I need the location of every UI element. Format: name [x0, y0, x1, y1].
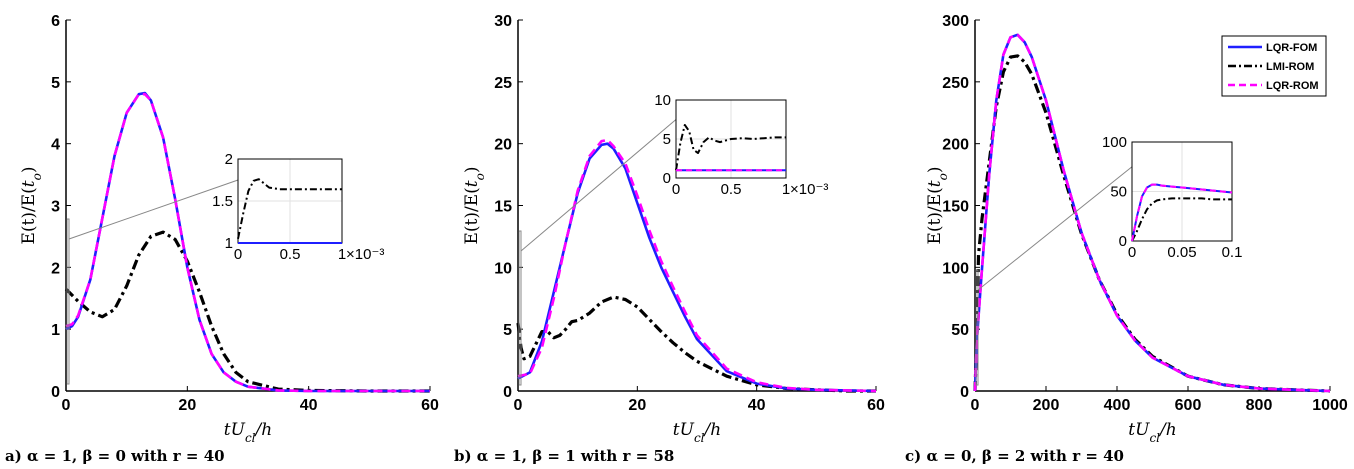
y-tick-label: 2 [51, 260, 60, 277]
series-line-lqr-rom [973, 33, 1331, 393]
y-tick-label: 250 [942, 75, 969, 92]
y-tick-label: 5 [51, 75, 60, 92]
x-tick-label: 40 [748, 397, 766, 414]
inset-series-line-lmi-rom [237, 178, 342, 240]
y-tick-label: 0 [503, 384, 512, 401]
zoom-source-box [518, 230, 522, 386]
inset-exponent-label: ×10⁻³ [346, 246, 384, 263]
series-line-lqr-rom [65, 92, 430, 393]
x-axis-label: tUcl/h [1128, 420, 1176, 445]
inset-x-tick-label: 1 [782, 181, 790, 198]
panel-caption: a) α = 1, β = 0 with r = 40 [5, 447, 225, 465]
inset-series-line-lmi-rom [675, 124, 786, 171]
x-tick-label: 200 [1033, 397, 1060, 414]
x-tick-label: 400 [1104, 397, 1131, 414]
y-axis-label: E(t)/E(to) [462, 167, 487, 245]
inset-y-tick-label: 10 [654, 92, 671, 109]
zoom-source-box [66, 218, 70, 385]
inset-exponent-label: ×10⁻³ [790, 181, 828, 198]
x-tick-label: 60 [421, 397, 439, 414]
y-tick-label: 30 [494, 13, 512, 30]
legend-label-lmi-rom: LMI-ROM [1266, 61, 1314, 73]
x-tick-label: 0 [971, 397, 980, 414]
legend-label-lqr-rom: LQR-ROM [1266, 80, 1319, 92]
y-tick-label: 3 [51, 199, 60, 216]
x-tick-label: 0 [514, 397, 523, 414]
y-tick-label: 0 [960, 384, 969, 401]
inset-y-tick-label: 2 [225, 151, 233, 168]
zoom-source-box [975, 269, 979, 386]
y-tick-label: 200 [942, 137, 969, 154]
inset-x-tick-label: 0 [672, 181, 680, 198]
y-tick-label: 15 [494, 199, 512, 216]
x-tick-label: 1000 [1312, 397, 1348, 414]
series-line-lqr-rom [517, 138, 877, 393]
inset-series-line-lqr-rom [1131, 183, 1233, 242]
inset-x-tick-label: 0.5 [280, 246, 301, 263]
inset-y-tick-label: 100 [1102, 134, 1127, 151]
y-axis-label: E(t)/E(to) [925, 167, 950, 245]
legend: LQR-FOM LMI-ROM LQR-ROM [1221, 35, 1327, 97]
inset-border [675, 99, 787, 179]
x-axis-label: tUcl/h [224, 420, 272, 445]
x-axis-label: tUcl/h [673, 420, 721, 445]
inset-y-tick-label: 1.5 [212, 193, 233, 210]
inset-x-tick-label: 0.5 [721, 181, 742, 198]
inset-x-tick-label: 0.05 [1167, 244, 1196, 261]
x-tick-label: 600 [1175, 397, 1202, 414]
inset-y-tick-label: 50 [1110, 184, 1127, 201]
inset-series-line-lmi-rom [1131, 197, 1232, 242]
inset-y-tick-label: 1 [225, 235, 233, 252]
x-tick-label: 20 [178, 397, 196, 414]
inset-x-tick-label: 0.1 [1222, 244, 1243, 261]
y-tick-label: 4 [51, 137, 60, 154]
x-tick-label: 20 [628, 397, 646, 414]
y-tick-label: 10 [494, 260, 512, 277]
series-line-lmi-rom [516, 295, 876, 393]
y-tick-label: 5 [503, 322, 512, 339]
panel-caption: c) α = 0, β = 2 with r = 40 [905, 447, 1124, 465]
y-axis-label: E(t)/E(to) [19, 167, 44, 245]
y-tick-label: 1 [51, 322, 60, 339]
zoom-connector-line [68, 179, 239, 240]
inset-x-tick-label: 1 [338, 246, 346, 263]
y-tick-label: 150 [942, 199, 969, 216]
zoom-connector-line [520, 119, 677, 252]
y-tick-label: 50 [951, 322, 969, 339]
inset-y-tick-label: 5 [663, 131, 671, 148]
inset-x-tick-label: 0 [1128, 244, 1136, 261]
x-tick-label: 0 [62, 397, 71, 414]
inset-y-tick-label: 0 [1119, 233, 1127, 250]
y-tick-label: 20 [494, 137, 512, 154]
series-line-lmi-rom [64, 230, 430, 393]
panel-caption: b) α = 1, β = 1 with r = 58 [454, 447, 674, 465]
inset-y-tick-label: 0 [663, 170, 671, 187]
x-tick-label: 60 [867, 397, 885, 414]
y-tick-label: 6 [51, 13, 60, 30]
y-tick-label: 25 [494, 75, 512, 92]
zoom-connector-line [977, 166, 1133, 291]
legend-label-lqr-fom: LQR-FOM [1266, 42, 1317, 54]
x-tick-label: 40 [300, 397, 318, 414]
series-line-lmi-rom [973, 54, 1331, 393]
y-tick-label: 100 [942, 260, 969, 277]
x-tick-label: 800 [1246, 397, 1273, 414]
y-tick-label: 0 [51, 384, 60, 401]
inset-x-tick-label: 0 [234, 246, 242, 263]
y-tick-label: 300 [942, 13, 969, 30]
